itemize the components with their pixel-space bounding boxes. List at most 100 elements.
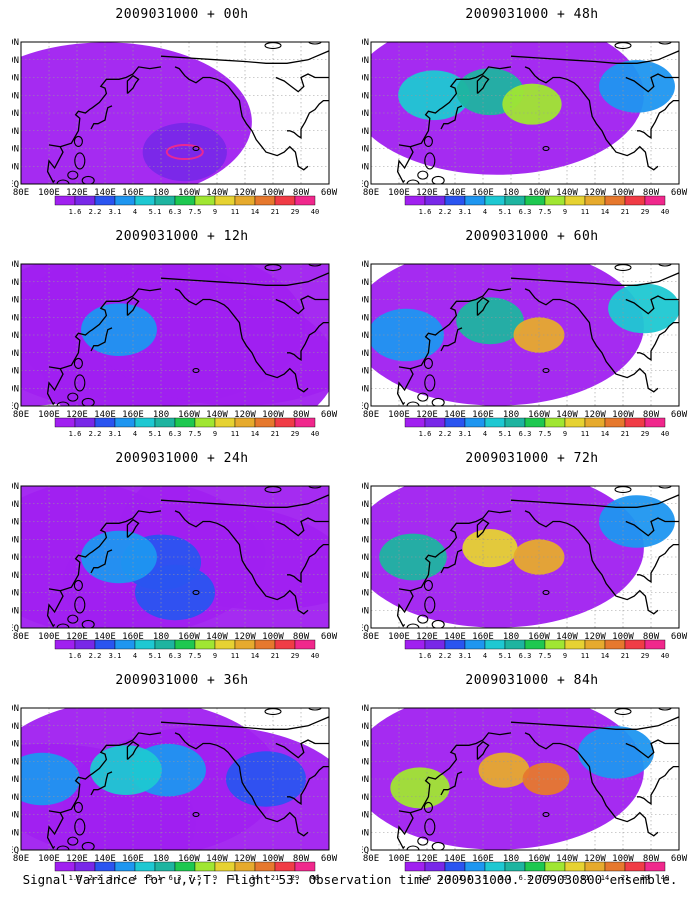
- lat-tick-label: 60N: [12, 296, 19, 306]
- colorbar-swatch: [214, 417, 236, 428]
- colorbar-swatch: [604, 417, 626, 428]
- coastline: [410, 732, 512, 814]
- coastline: [625, 517, 679, 537]
- colorbar-label: 7.5: [189, 874, 202, 882]
- coastline: [308, 708, 322, 711]
- colorbar-label: 7.5: [189, 430, 202, 438]
- colorbar-swatch: [604, 195, 626, 206]
- lon-tick-label: 80W: [643, 632, 660, 642]
- colorbar-swatch: [94, 195, 116, 206]
- coastline: [308, 486, 322, 489]
- coastline: [637, 543, 679, 583]
- colorbar-label: 14: [251, 430, 259, 438]
- colorbar-swatch: [274, 639, 296, 650]
- coastline: [524, 288, 659, 393]
- colorbar-swatch: [404, 639, 426, 650]
- colorbar-swatch: [134, 861, 156, 872]
- panel-12h: 2009031000 + 12h EQ 10N 20N 30N 40N 50N 60N 70N 8…: [12, 222, 352, 447]
- coastline: [396, 366, 414, 406]
- colorbar-label: 40: [311, 208, 319, 216]
- lat-tick-label: 20N: [362, 811, 369, 821]
- coastline: [542, 367, 550, 374]
- lon-tick-label: 180: [503, 854, 519, 864]
- colorbar-label: 5.1: [499, 652, 512, 660]
- colorbar-label: 3.1: [109, 874, 122, 882]
- variance-region: [578, 726, 654, 779]
- lon-tick-label: 80W: [293, 632, 310, 642]
- coastline: [174, 66, 309, 171]
- colorbar-label: 11: [581, 430, 589, 438]
- lon-tick-label: 140W: [556, 410, 578, 420]
- map-plot: EQ 10N 20N 30N 40N 50N 60N 70N 80N 80E 100E 120E 140…: [12, 704, 338, 882]
- colorbar-swatch: [114, 195, 136, 206]
- lat-tick-label: EQ: [362, 180, 369, 190]
- coastline: [60, 732, 162, 814]
- colorbar-label: 1.6: [69, 430, 82, 438]
- colorbar-swatch: [424, 195, 446, 206]
- colorbar-swatch: [584, 195, 606, 206]
- lat-tick-label: 10N: [362, 384, 369, 394]
- colorbar-swatch: [254, 195, 276, 206]
- colorbar-swatch: [504, 639, 526, 650]
- colorbar-swatch: [214, 861, 236, 872]
- lon-tick-label: 160W: [178, 854, 200, 864]
- lon-tick-label: 100W: [262, 632, 284, 642]
- colorbar-label: 4: [483, 652, 487, 660]
- colorbar-label: 2.2: [439, 430, 452, 438]
- lon-tick-label: 160W: [178, 632, 200, 642]
- lat-tick-label: 10N: [12, 384, 19, 394]
- colorbar-label: 7.5: [189, 652, 202, 660]
- colorbar-label: 2.2: [439, 874, 452, 882]
- coastline: [46, 588, 64, 628]
- lat-tick-label: 50N: [362, 313, 369, 323]
- lon-tick-label: 140E: [444, 188, 466, 198]
- colorbar-swatch: [544, 639, 566, 650]
- panel-72h: 2009031000 + 72h EQ 10N 20N 30N 40N 50N 60N 70N 8…: [362, 444, 700, 669]
- lon-tick-label: 180: [153, 410, 169, 420]
- lat-tick-label: 30N: [12, 793, 19, 803]
- colorbar-label: 1.6: [69, 208, 82, 216]
- colorbar-swatch: [524, 195, 546, 206]
- coastline: [74, 596, 86, 614]
- colorbar-swatch: [624, 861, 646, 872]
- colorbar-swatch: [404, 417, 426, 428]
- coastline: [192, 589, 200, 596]
- panel-title: 2009031000 + 36h: [115, 673, 249, 688]
- colorbar-swatch: [564, 639, 586, 650]
- colorbar-swatch: [294, 861, 316, 872]
- lon-tick-label: 140E: [94, 410, 116, 420]
- colorbar-swatch: [444, 639, 466, 650]
- map-plot: EQ 10N 20N 30N 40N 50N 60N 70N 80N 80E 100E 120E 140…: [12, 38, 338, 216]
- coastline: [417, 836, 429, 846]
- colorbar-label: 9: [213, 652, 217, 660]
- colorbar-label: 1.6: [69, 652, 82, 660]
- lon-tick-label: 100E: [38, 632, 60, 642]
- coastline: [424, 152, 436, 170]
- colorbar-swatch: [174, 861, 196, 872]
- lat-tick-label: 40N: [362, 109, 369, 119]
- coastline: [658, 486, 672, 489]
- coastline: [90, 549, 113, 574]
- lon-tick-label: 100E: [388, 188, 410, 198]
- lat-tick-label: 20N: [12, 589, 19, 599]
- colorbar-label: 1.6: [419, 208, 432, 216]
- lat-tick-label: 70N: [12, 56, 19, 66]
- colorbar-swatch: [54, 417, 76, 428]
- lon-tick-label: 120W: [584, 188, 606, 198]
- colorbar-label: 9: [213, 208, 217, 216]
- lon-tick-label: 100W: [262, 188, 284, 198]
- lat-tick-label: 40N: [12, 775, 19, 785]
- lon-tick-label: 160E: [122, 854, 144, 864]
- lon-tick-label: 80W: [643, 854, 660, 864]
- coastline: [542, 811, 550, 818]
- coastline: [614, 264, 632, 272]
- coastline: [625, 295, 679, 315]
- lon-tick-label: 100W: [262, 854, 284, 864]
- lon-tick-label: 180: [153, 854, 169, 864]
- lat-tick-label: 80N: [12, 260, 19, 270]
- colorbar-swatch: [424, 639, 446, 650]
- map-plot: EQ 10N 20N 30N 40N 50N 60N 70N 80N 80E 100E 120E 140…: [362, 260, 688, 438]
- colorbar-label: 21: [621, 874, 629, 882]
- colorbar-label: 2.2: [89, 430, 102, 438]
- variance-region: [165, 144, 204, 161]
